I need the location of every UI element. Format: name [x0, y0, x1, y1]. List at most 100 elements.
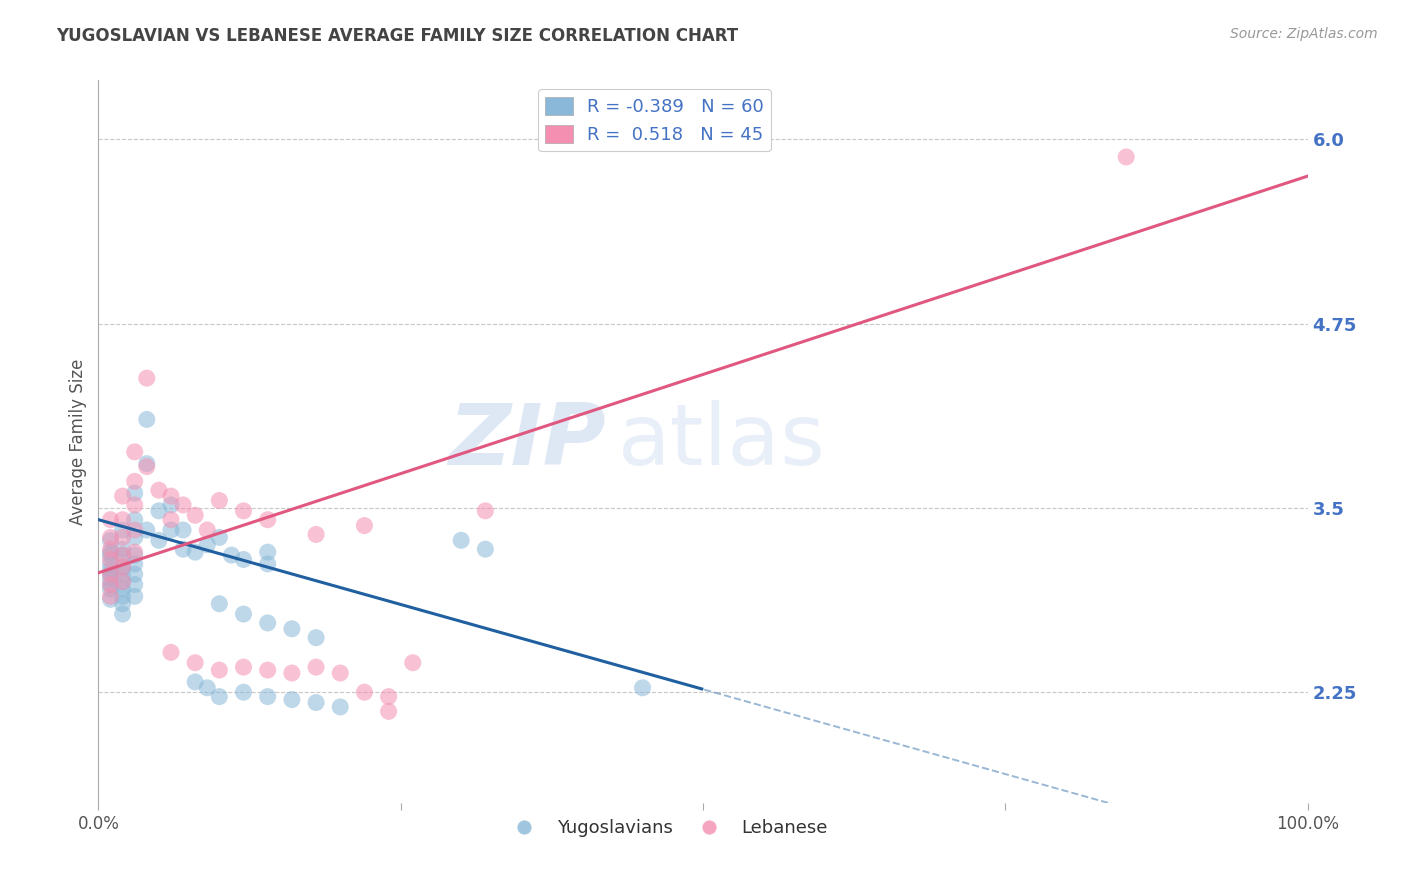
Point — [124, 513, 146, 527]
Point — [135, 371, 157, 385]
Point — [135, 457, 157, 471]
Point — [305, 660, 328, 674]
Point — [221, 548, 243, 562]
Point — [377, 690, 399, 704]
Point — [100, 563, 122, 577]
Point — [124, 567, 146, 582]
Point — [111, 597, 134, 611]
Point — [111, 548, 134, 562]
Point — [100, 567, 122, 582]
Point — [111, 574, 134, 589]
Point — [305, 527, 328, 541]
Point — [100, 592, 122, 607]
Point — [1115, 150, 1137, 164]
Point — [148, 504, 170, 518]
Point — [124, 590, 146, 604]
Point — [124, 498, 146, 512]
Point — [256, 615, 278, 630]
Point — [100, 582, 122, 596]
Point — [160, 645, 183, 659]
Point — [353, 685, 375, 699]
Point — [100, 545, 122, 559]
Point — [160, 489, 183, 503]
Point — [111, 582, 134, 596]
Point — [160, 523, 183, 537]
Point — [281, 622, 304, 636]
Point — [111, 542, 134, 557]
Text: YUGOSLAVIAN VS LEBANESE AVERAGE FAMILY SIZE CORRELATION CHART: YUGOSLAVIAN VS LEBANESE AVERAGE FAMILY S… — [56, 27, 738, 45]
Point — [111, 548, 134, 562]
Point — [208, 493, 231, 508]
Point — [124, 486, 146, 500]
Point — [135, 459, 157, 474]
Point — [184, 508, 207, 523]
Point — [232, 607, 254, 621]
Point — [172, 542, 194, 557]
Point — [111, 489, 134, 503]
Point — [124, 445, 146, 459]
Point — [111, 607, 134, 621]
Point — [353, 518, 375, 533]
Point — [111, 560, 134, 574]
Point — [100, 577, 122, 591]
Point — [160, 513, 183, 527]
Point — [172, 498, 194, 512]
Point — [100, 552, 122, 566]
Point — [100, 533, 122, 548]
Point — [124, 475, 146, 489]
Point — [100, 577, 122, 591]
Point — [124, 557, 146, 571]
Point — [256, 663, 278, 677]
Point — [256, 513, 278, 527]
Point — [100, 513, 122, 527]
Point — [148, 483, 170, 498]
Point — [208, 690, 231, 704]
Point — [135, 523, 157, 537]
Point — [281, 666, 304, 681]
Point — [172, 523, 194, 537]
Point — [402, 656, 425, 670]
Point — [184, 656, 207, 670]
Point — [195, 681, 218, 695]
Point — [195, 538, 218, 552]
Point — [256, 545, 278, 559]
Point — [631, 681, 654, 695]
Point — [135, 412, 157, 426]
Text: ZIP: ZIP — [449, 400, 606, 483]
Point — [184, 545, 207, 559]
Point — [100, 572, 122, 586]
Point — [377, 705, 399, 719]
Point — [100, 542, 122, 557]
Point — [232, 660, 254, 674]
Point — [474, 542, 496, 557]
Point — [111, 560, 134, 574]
Point — [111, 590, 134, 604]
Point — [124, 577, 146, 591]
Text: atlas: atlas — [619, 400, 827, 483]
Point — [208, 597, 231, 611]
Point — [256, 690, 278, 704]
Point — [305, 696, 328, 710]
Point — [111, 513, 134, 527]
Point — [474, 504, 496, 518]
Point — [100, 557, 122, 571]
Point — [160, 498, 183, 512]
Point — [100, 548, 122, 562]
Point — [100, 530, 122, 544]
Point — [111, 530, 134, 544]
Point — [195, 523, 218, 537]
Point — [111, 523, 134, 537]
Y-axis label: Average Family Size: Average Family Size — [69, 359, 87, 524]
Point — [111, 574, 134, 589]
Point — [124, 530, 146, 544]
Point — [305, 631, 328, 645]
Point — [281, 692, 304, 706]
Point — [100, 567, 122, 582]
Point — [232, 685, 254, 699]
Point — [124, 545, 146, 559]
Point — [124, 548, 146, 562]
Point — [208, 663, 231, 677]
Point — [232, 504, 254, 518]
Point — [256, 557, 278, 571]
Point — [111, 567, 134, 582]
